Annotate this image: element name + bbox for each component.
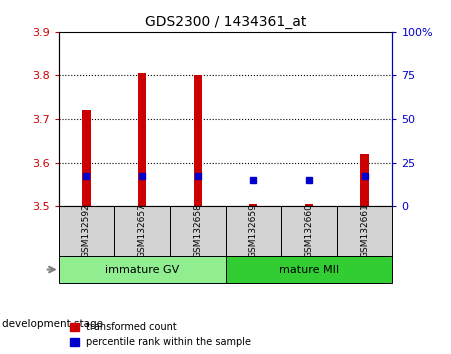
Title: GDS2300 / 1434361_at: GDS2300 / 1434361_at [145, 16, 306, 29]
Text: mature MII: mature MII [279, 264, 339, 274]
Bar [249, 204, 258, 206]
Bar [337, 206, 392, 256]
Bar [59, 256, 226, 283]
Text: GSM132657: GSM132657 [138, 204, 147, 258]
Text: GSM132661: GSM132661 [360, 204, 369, 258]
Text: GSM132659: GSM132659 [249, 204, 258, 258]
Bar [59, 206, 114, 256]
Bar [170, 206, 226, 256]
Bar [193, 75, 202, 206]
Text: GSM132660: GSM132660 [304, 204, 313, 258]
Bar [226, 206, 281, 256]
Text: development stage: development stage [2, 319, 103, 329]
Bar [305, 204, 313, 206]
Bar [82, 110, 91, 206]
Text: GSM132592: GSM132592 [82, 204, 91, 258]
Bar [360, 154, 369, 206]
Bar [114, 206, 170, 256]
Text: immature GV: immature GV [105, 264, 179, 274]
Text: GSM132658: GSM132658 [193, 204, 202, 258]
Bar [138, 73, 146, 206]
Legend: transformed count, percentile rank within the sample: transformed count, percentile rank withi… [68, 320, 253, 349]
Bar [281, 206, 337, 256]
Bar [226, 256, 392, 283]
